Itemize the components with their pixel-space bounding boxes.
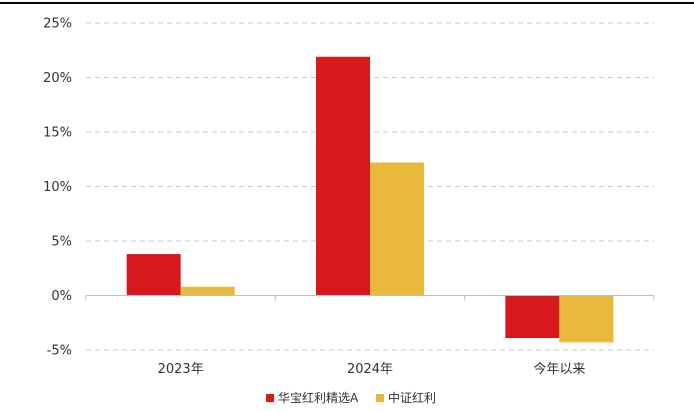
x-tick-label: 今年以来 <box>533 361 585 377</box>
bar-fund-1 <box>316 56 370 296</box>
legend-swatch-1 <box>376 394 384 402</box>
x-axis <box>85 295 655 301</box>
y-tick-label: 25% <box>43 17 72 32</box>
y-axis: 25% 20% 15% 10% 5% 0% -5% <box>43 17 72 359</box>
y-tick-label: 15% <box>43 126 72 141</box>
bar-index-2 <box>559 295 614 343</box>
x-tick-label: 2024年 <box>347 362 393 377</box>
legend-label-0: 华宝红利精选A <box>278 390 359 405</box>
bar-fund-2 <box>505 295 560 339</box>
legend-label-1: 中证红利 <box>388 390 436 405</box>
legend: 华宝红利精选A 中证红利 <box>266 390 436 405</box>
bar-fund-0 <box>126 254 181 296</box>
y-tick-label: 20% <box>43 71 72 86</box>
y-tick-label: 10% <box>43 180 72 195</box>
y-tick-label: 5% <box>51 235 72 250</box>
y-tick-label: -5% <box>47 344 72 359</box>
x-tick-label: 2023年 <box>158 362 204 377</box>
legend-swatch-0 <box>266 394 274 402</box>
bar-index-0 <box>180 286 235 296</box>
bars <box>126 56 614 343</box>
y-tick-label: 0% <box>51 289 72 304</box>
x-axis-labels: 2023年 2024年 今年以来 <box>158 361 586 377</box>
bar-index-1 <box>370 162 424 296</box>
